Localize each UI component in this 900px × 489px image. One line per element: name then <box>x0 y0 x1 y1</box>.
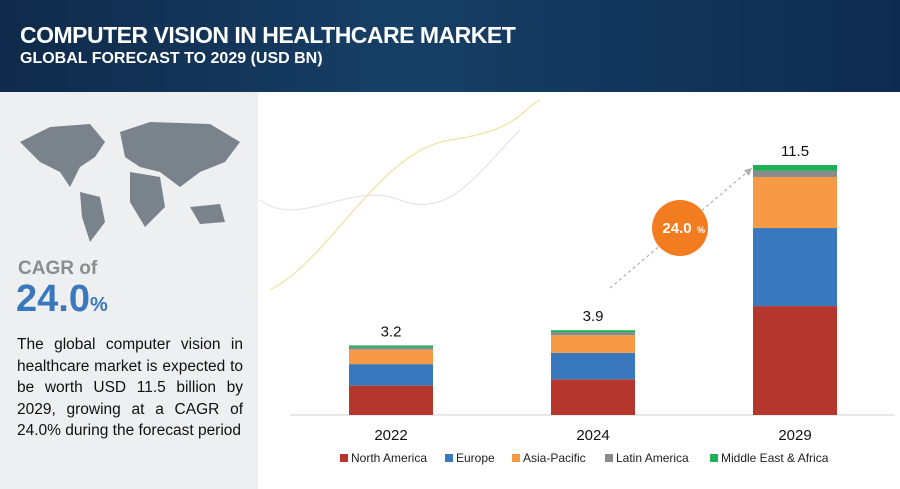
bar-segment <box>349 385 433 415</box>
header: COMPUTER VISION IN HEALTHCARE MARKET GLO… <box>0 0 900 92</box>
side-panel: The global computer vision in healthcare… <box>0 92 258 489</box>
bar-segment <box>349 364 433 386</box>
legend-swatch <box>445 454 453 462</box>
decor-curve <box>269 99 541 291</box>
description: The global computer vision in healthcare… <box>17 336 243 439</box>
legend-swatch <box>512 454 520 462</box>
legend-swatch <box>605 454 613 462</box>
badge-unit: % <box>697 225 705 235</box>
legend-label: Latin America <box>616 451 689 465</box>
bar-segment <box>551 352 635 380</box>
bar-segment <box>753 165 837 171</box>
chart-title: COMPUTER VISION IN HEALTHCARE MARKET <box>20 22 516 48</box>
legend-label: Asia-Pacific <box>523 451 586 465</box>
world-map <box>20 122 240 242</box>
bar-segment <box>753 228 837 307</box>
x-tick-label: 2022 <box>374 427 407 444</box>
cagr-value: 24.0% <box>16 278 108 321</box>
total-label: 3.9 <box>583 308 604 325</box>
legend-label: North America <box>351 451 427 465</box>
bar-segment <box>551 379 635 415</box>
bar-segment <box>551 335 635 353</box>
total-label: 11.5 <box>781 143 809 160</box>
badge-number: 24.0 <box>662 220 691 237</box>
legend-label: Middle East & Africa <box>721 451 829 465</box>
bar-segment <box>349 349 433 365</box>
bar-segment <box>349 347 433 350</box>
cagr-badge <box>652 200 708 256</box>
total-label: 3.2 <box>381 323 402 340</box>
legend-swatch <box>340 454 348 462</box>
decor-curve <box>259 129 521 211</box>
bar-segment <box>753 170 837 177</box>
cagr-label: CAGR of <box>18 258 98 279</box>
arrow-head <box>744 168 752 176</box>
legend-label: Europe <box>456 451 495 465</box>
chart-subtitle: GLOBAL FORECAST TO 2029 (USD BN) <box>20 50 323 67</box>
bar-segment <box>753 176 837 229</box>
bar-segment <box>753 306 837 415</box>
legend-swatch <box>710 454 718 462</box>
bar-segment <box>551 332 635 336</box>
x-tick-label: 2029 <box>778 427 811 444</box>
bar-segment <box>349 345 433 348</box>
cagr-number: 24.0 <box>16 278 90 320</box>
bar-segment <box>551 330 635 333</box>
cagr-unit: % <box>89 294 108 316</box>
x-tick-label: 2024 <box>576 427 609 444</box>
